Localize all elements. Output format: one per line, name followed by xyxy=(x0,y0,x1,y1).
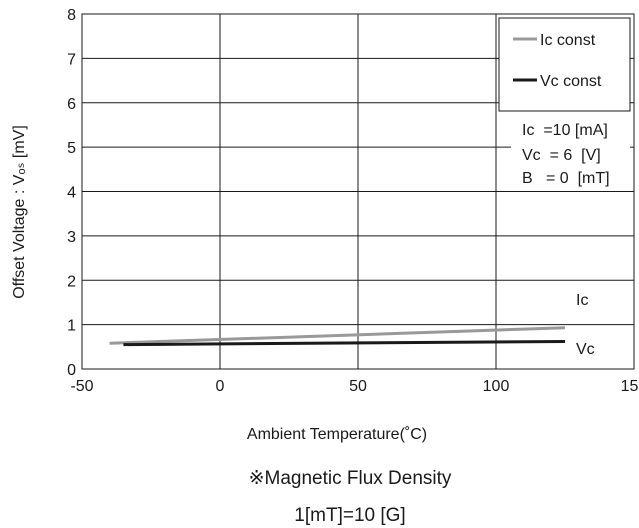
y-axis-label: Offset Voltage : Vₒₛ [mV] xyxy=(11,125,28,299)
x-tick-label: 150 xyxy=(621,378,639,395)
legend-label-vc: Vc const xyxy=(540,73,602,90)
y-tick-label: 1 xyxy=(67,318,76,335)
y-tick-label: 6 xyxy=(67,96,76,113)
condition-ic: Ic =10 [mA] xyxy=(522,122,608,139)
y-tick-label: 7 xyxy=(67,51,76,68)
series-line-vc xyxy=(123,339,566,347)
y-tick-label: 3 xyxy=(67,229,76,246)
series-label-vc: Vc xyxy=(576,341,595,358)
conditions-annotation: Ic =10 [mA] Vc = 6 [V] B = 0 [mT] xyxy=(511,115,630,189)
series-labels: Ic Vc xyxy=(576,292,595,358)
note-magnetic-flux-density: ※Magnetic Flux Density xyxy=(248,468,452,489)
y-tick-label: 2 xyxy=(67,273,76,290)
series-line-ic xyxy=(109,326,566,345)
series-lines xyxy=(109,326,566,347)
x-tick-label: -50 xyxy=(70,378,93,395)
y-tick-label: 4 xyxy=(67,185,76,202)
y-axis-ticks: 0 1 2 3 4 5 6 7 8 xyxy=(67,7,76,379)
y-tick-label: 8 xyxy=(67,7,76,24)
condition-b: B = 0 [mT] xyxy=(522,170,610,187)
series-label-ic: Ic xyxy=(576,292,588,309)
x-tick-label: 0 xyxy=(216,378,225,395)
note-unit-conversion: 1[mT]=10 [G] xyxy=(294,505,406,526)
y-tick-label: 0 xyxy=(67,362,76,379)
conditions-box xyxy=(511,115,630,189)
y-tick-label: 5 xyxy=(67,140,76,157)
x-tick-label: 100 xyxy=(483,378,510,395)
condition-vc: Vc = 6 [V] xyxy=(522,147,601,164)
x-axis-label: Ambient Temperature(˚C) xyxy=(247,426,427,443)
x-axis-ticks: -50 0 50 100 150 xyxy=(70,378,639,395)
legend-label-ic: Ic const xyxy=(540,32,596,49)
x-tick-label: 50 xyxy=(349,378,367,395)
legend-box xyxy=(498,17,631,112)
legend: Ic const Vc const xyxy=(498,17,631,112)
